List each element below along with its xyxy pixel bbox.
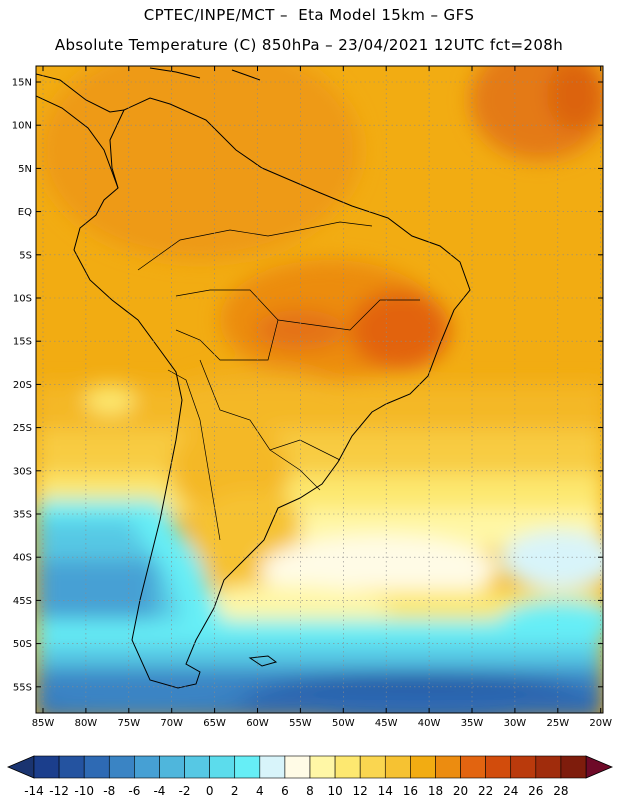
colorbar-label: -10: [74, 784, 94, 798]
latitude-label: 5S: [19, 250, 32, 261]
falklands-outline: [248, 655, 278, 667]
longitude-label: 60W: [246, 718, 269, 729]
colorbar-swatch: [384, 755, 411, 779]
colorbar-swatch: [108, 755, 135, 779]
colorbar-label: -6: [128, 784, 140, 798]
colorbar-label: 20: [453, 784, 468, 798]
colorbar-swatch: [460, 755, 486, 779]
colorbar-swatch: [134, 755, 160, 779]
longitude-label: 50W: [332, 718, 355, 729]
longitude-label: 75W: [117, 718, 140, 729]
colorbar-label: 12: [353, 784, 368, 798]
colorbar-label: -4: [153, 784, 165, 798]
colorbar-arrow-right: [585, 755, 614, 779]
colorbar-swatch: [309, 755, 336, 779]
colorbar-label: -2: [179, 784, 191, 798]
colorbar-label: 26: [528, 784, 543, 798]
longitude-labels: 85W 80W 75W 70W 65W 60W 55W 50W 45W 40W 35W 30W 25W 2…: [32, 718, 612, 729]
colorbar-swatch: [535, 755, 562, 779]
central-america-coastline: [36, 73, 125, 189]
south-america-coastline: [73, 97, 471, 689]
lat-lon-grid: [36, 66, 603, 713]
map-title-line1: CPTEC/INPE/MCT – Eta Model 15km – GFS: [143, 6, 475, 24]
colorbar-label: 28: [553, 784, 568, 798]
latitude-label: 30S: [13, 466, 32, 477]
latitude-label: 55S: [13, 682, 32, 693]
colorbar-swatch: [83, 755, 110, 779]
colorbar-label: 18: [428, 784, 443, 798]
colorbar-swatch: [33, 755, 60, 779]
latitude-label: 50S: [13, 639, 32, 650]
longitude-label: 45W: [375, 718, 398, 729]
colorbar-swatch: [58, 755, 85, 779]
latitude-labels: 15N 10N 5N EQ 5S 10S 15S 20S 25S 30S 35S 40S 45S 50S 5…: [12, 78, 32, 694]
colorbar-swatch: [510, 755, 537, 779]
longitude-label: 85W: [32, 718, 55, 729]
coastlines: [36, 67, 471, 689]
colorbar-swatch: [485, 755, 512, 779]
axis-ticks: [36, 66, 603, 713]
country-borders: [137, 221, 420, 541]
colorbar-swatch: [184, 755, 210, 779]
colorbar-swatch: [159, 755, 185, 779]
colorbar-label: 22: [478, 784, 493, 798]
colorbar-swatch: [284, 755, 311, 779]
colorbar-label: 24: [503, 784, 518, 798]
temperature-colorbar: -14 -12 -10 -8 -6 -4 -2 0 2 4 6 8 10 12 14 16 18 20 22 24 26…: [6, 755, 614, 798]
colorbar-label: 0: [206, 784, 214, 798]
map-frame: [35, 65, 604, 714]
colorbar-arrow-left: [6, 755, 35, 779]
longitude-label: 35W: [461, 718, 484, 729]
longitude-label: 80W: [75, 718, 98, 729]
longitude-label: 40W: [418, 718, 441, 729]
colorbar-label: -12: [49, 784, 69, 798]
colorbar-label: 8: [306, 784, 314, 798]
colorbar-swatch: [259, 755, 286, 779]
latitude-label: EQ: [18, 207, 32, 218]
longitude-label: 30W: [504, 718, 527, 729]
colorbar-swatch: [334, 755, 361, 779]
colorbar-swatch: [209, 755, 236, 779]
latitude-label: 45S: [13, 596, 32, 607]
colorbar-swatch: [359, 755, 386, 779]
latitude-label: 35S: [13, 510, 32, 521]
temperature-field: [36, 66, 603, 713]
colorbar-swatch: [410, 755, 436, 779]
colorbar-label: -14: [24, 784, 44, 798]
colorbar-label: 14: [378, 784, 393, 798]
colorbar-label: 2: [231, 784, 239, 798]
latitude-label: 10S: [13, 294, 32, 305]
latitude-label: 5N: [18, 164, 32, 175]
colorbar-label: 4: [256, 784, 264, 798]
colorbar-swatch: [234, 755, 261, 779]
latitude-label: 15S: [13, 337, 32, 348]
colorbar-swatch: [435, 755, 461, 779]
latitude-label: 40S: [13, 553, 32, 564]
caribbean-islands: [149, 67, 261, 81]
colorbar-label: 10: [327, 784, 342, 798]
latitude-label: 10N: [12, 121, 32, 132]
latitude-label: 15N: [12, 78, 32, 89]
longitude-label: 65W: [203, 718, 226, 729]
latitude-label: 25S: [13, 423, 32, 434]
longitude-label: 25W: [546, 718, 569, 729]
longitude-label: 20W: [589, 718, 612, 729]
longitude-label: 70W: [160, 718, 183, 729]
colorbar-label: 16: [403, 784, 418, 798]
map-title-line2: Absolute Temperature (C) 850hPa – 23/04/…: [54, 36, 564, 54]
latitude-label: 20S: [13, 380, 32, 391]
colorbar-label: -8: [103, 784, 115, 798]
colorbar-swatch: [560, 755, 587, 779]
longitude-label: 55W: [289, 718, 312, 729]
colorbar-label: 6: [281, 784, 289, 798]
